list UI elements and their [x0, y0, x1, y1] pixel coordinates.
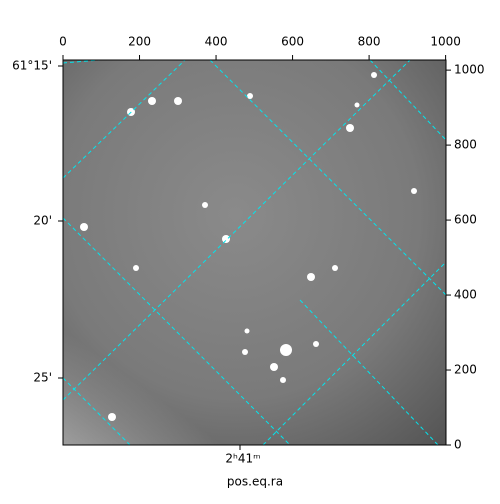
y-tick-label: 400	[454, 288, 477, 302]
x-tick-label: 0	[59, 35, 67, 49]
dec-tick-label: 25'	[33, 371, 52, 385]
y-tick-label: 600	[454, 213, 477, 227]
dec-tick-label: 20'	[33, 214, 52, 228]
sky-image	[63, 60, 446, 445]
wcs-ticks	[58, 65, 241, 450]
y-tick-label: 0	[454, 438, 462, 452]
x-tick-label: 400	[205, 35, 228, 49]
y-tick-label: 800	[454, 138, 477, 152]
y-tick-label: 200	[454, 363, 477, 377]
ra-tick-label: 2ʰ41ᵐ	[225, 452, 260, 466]
x-tick-label: 800	[358, 35, 381, 49]
x-tick-label: 1000	[430, 35, 461, 49]
x-axis-label: pos.eq.ra	[227, 475, 283, 489]
dec-tick-label: 61°15'	[12, 59, 52, 73]
axes-frame	[62, 59, 447, 446]
x-tick-label: 200	[128, 35, 151, 49]
y-tick-label: 1000	[454, 63, 485, 77]
x-tick-label: 600	[281, 35, 304, 49]
